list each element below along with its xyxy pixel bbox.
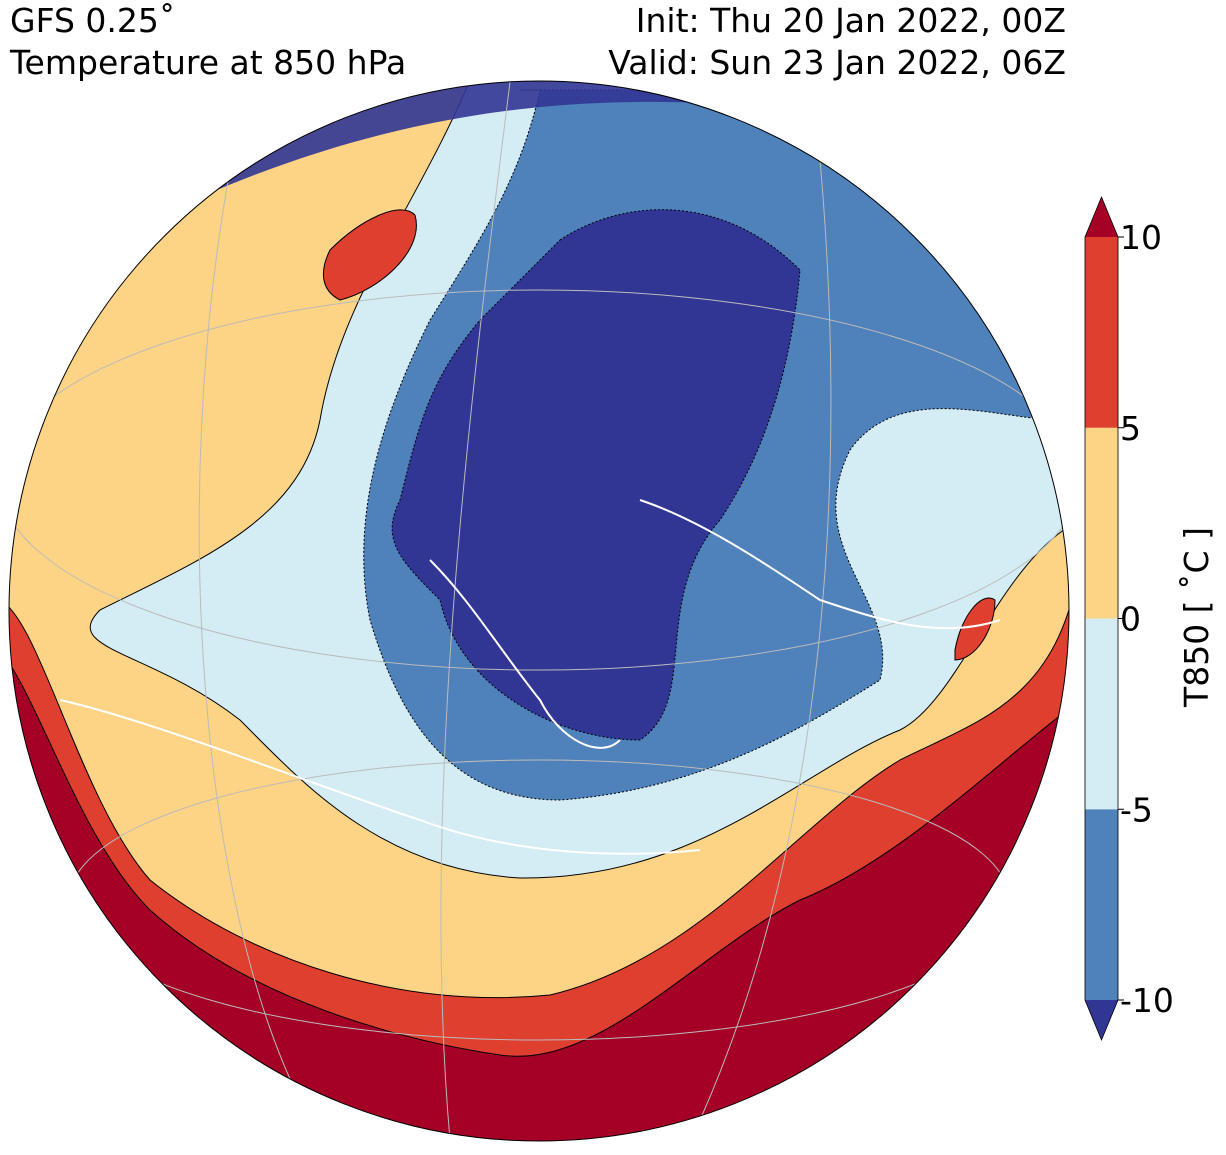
colorbar-segment xyxy=(1085,618,1118,810)
colorbar-segment xyxy=(1085,809,1118,1000)
colorbar-tick-label: -5 xyxy=(1120,790,1153,829)
colorbar-tick-label: 0 xyxy=(1120,600,1141,639)
globe-map xyxy=(9,81,1069,1141)
title-left-2: Temperature at 850 hPa xyxy=(9,43,406,82)
colorbar-over xyxy=(1085,197,1118,237)
colorbar-label: T850 [ ˚C ] xyxy=(1177,527,1216,708)
title-right-1: Init: Thu 20 Jan 2022, 00Z xyxy=(636,1,1066,40)
title-right-2: Valid: Sun 23 Jan 2022, 06Z xyxy=(608,43,1066,82)
colorbar-under xyxy=(1085,1000,1118,1040)
title-left-1: GFS 0.25˚ xyxy=(10,1,175,40)
colorbar-tick-label: -10 xyxy=(1120,981,1174,1020)
colorbar-segment xyxy=(1085,237,1118,428)
colorbar-tick-label: 10 xyxy=(1120,218,1162,257)
colorbar-tick-label: 5 xyxy=(1120,409,1141,448)
colorbar-segment xyxy=(1085,427,1118,619)
